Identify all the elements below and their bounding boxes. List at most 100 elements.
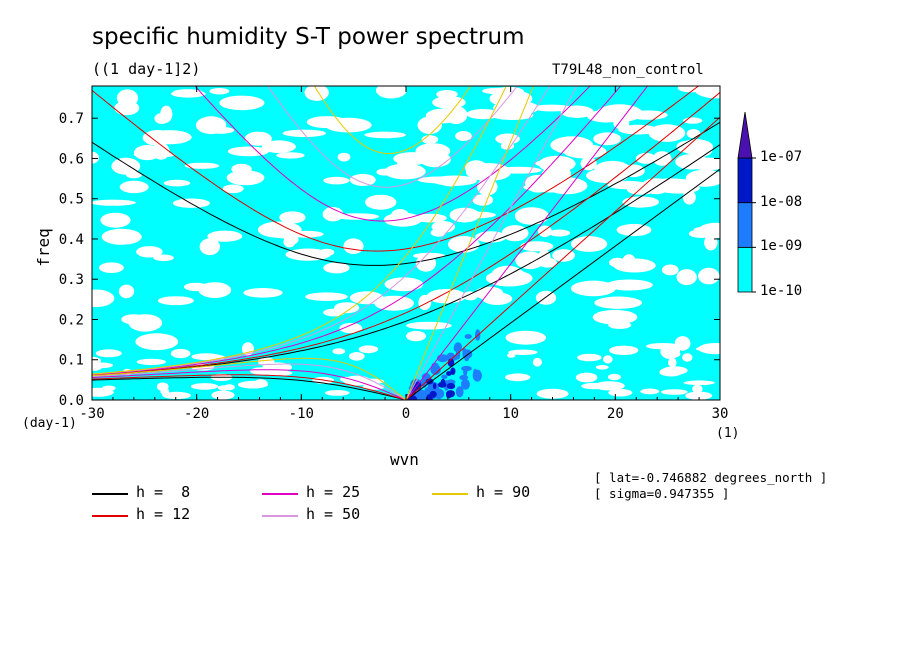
- low-power-patch: [276, 152, 305, 159]
- low-power-patch: [501, 225, 529, 242]
- high-power-patch: [415, 388, 423, 399]
- low-power-patch: [445, 106, 468, 124]
- low-power-patch: [668, 357, 677, 368]
- x-tick-label: 0: [402, 406, 410, 422]
- low-power-patch: [92, 289, 115, 308]
- low-power-patch: [319, 248, 335, 256]
- low-power-patch: [681, 144, 701, 151]
- low-power-patch: [92, 199, 136, 206]
- run-name-label: T79L48_non_control: [552, 62, 704, 78]
- low-power-patch: [592, 309, 638, 325]
- x-tick-label: 10: [502, 406, 519, 422]
- colorbar: [737, 111, 756, 293]
- high-power-patch: [464, 355, 470, 362]
- y-tick-label: 0.3: [59, 272, 84, 288]
- low-power-patch: [153, 254, 174, 262]
- low-power-patch: [359, 378, 385, 384]
- colorbar-extend-triangle: [737, 111, 753, 159]
- low-power-patch: [339, 322, 363, 334]
- y-tick-label: 0.2: [59, 312, 84, 328]
- low-power-patch: [348, 352, 365, 361]
- low-power-patch: [575, 372, 598, 383]
- low-power-patch: [525, 176, 551, 193]
- legend-line-h12: [92, 515, 128, 517]
- low-power-patch: [156, 382, 169, 392]
- high-power-patch: [454, 342, 462, 352]
- low-power-patch: [661, 389, 688, 395]
- high-power-patch: [446, 371, 452, 376]
- rossby-wave-curve-50: [92, 363, 407, 400]
- high-power-patch: [450, 367, 456, 375]
- sigma-info: [ sigma=0.947355 ]: [594, 486, 730, 501]
- low-power-patch: [594, 160, 631, 179]
- mrg-wave-curve-90: [92, 86, 507, 375]
- kelvin-wave-curve-25: [405, 86, 649, 400]
- low-power-patch: [279, 211, 306, 224]
- low-power-patch: [241, 342, 254, 356]
- low-power-patch: [101, 228, 142, 245]
- low-power-patch: [694, 86, 720, 99]
- low-power-patch: [324, 390, 350, 396]
- low-power-patch: [304, 86, 329, 101]
- low-power-patch: [413, 213, 447, 223]
- low-power-patch: [463, 291, 478, 301]
- x-axis-label: wvn: [390, 450, 419, 469]
- high-power-patch: [441, 374, 448, 379]
- low-power-patch: [162, 391, 192, 399]
- low-power-patch: [337, 152, 351, 162]
- low-power-patch: [191, 353, 222, 361]
- low-power-patch: [135, 333, 179, 351]
- inertio-gravity-curve-90: [313, 86, 472, 155]
- high-power-patch: [429, 390, 437, 398]
- axes: -30 -20 -10 0 10 20 30 0.0 0.1 0.2 0.3 0.4 0.5 0.6 0.7: [59, 86, 728, 422]
- low-power-patch: [365, 194, 397, 210]
- low-power-patch: [111, 157, 141, 175]
- colorbar-segment: [737, 246, 753, 293]
- low-power-patch: [222, 184, 244, 194]
- low-power-patch: [594, 296, 643, 309]
- low-power-patch: [514, 207, 549, 225]
- rossby-wave-curve-12: [92, 374, 407, 400]
- low-power-patch: [532, 357, 543, 367]
- low-power-patch: [536, 388, 569, 399]
- low-power-patch: [417, 116, 442, 135]
- low-power-patch: [538, 225, 552, 238]
- low-power-patch: [605, 279, 653, 291]
- low-power-patch: [322, 207, 344, 222]
- low-power-patch: [626, 184, 656, 195]
- low-power-patch: [209, 88, 230, 95]
- low-power-patch: [92, 151, 99, 164]
- y-tick-label: 0.4: [59, 232, 84, 248]
- high-power-patch: [459, 374, 469, 381]
- legend-label-h12: h = 12: [136, 505, 191, 523]
- low-power-patch: [393, 152, 431, 166]
- low-power-patch: [413, 252, 446, 259]
- kelvin-wave-curve-12: [405, 116, 720, 400]
- low-power-patch: [217, 385, 231, 391]
- mrg-wave-curve-12: [92, 92, 720, 376]
- x-tick-label: -20: [184, 406, 209, 422]
- low-power-patch: [282, 129, 327, 137]
- low-power-patch: [695, 346, 720, 352]
- low-power-patch: [332, 348, 346, 355]
- low-power-patch: [184, 162, 220, 169]
- low-power-patch: [685, 169, 720, 187]
- low-power-patch: [119, 180, 149, 194]
- rossby-wave-curve-8: [92, 376, 407, 400]
- colorbar-label: 1e-07: [760, 149, 803, 165]
- low-power-patch: [692, 384, 703, 394]
- low-power-patch: [487, 295, 501, 302]
- low-power-patch: [199, 238, 220, 256]
- low-power-patch: [226, 170, 265, 186]
- x-tick-label: -30: [79, 406, 104, 422]
- colorbar-label: 1e-09: [760, 238, 803, 255]
- low-power-patch: [440, 179, 461, 187]
- low-power-patch: [244, 131, 272, 146]
- low-power-patch: [384, 277, 424, 292]
- low-power-patch: [577, 353, 602, 362]
- low-power-patch: [118, 284, 135, 299]
- low-power-patch: [548, 229, 571, 237]
- low-power-patch: [157, 296, 194, 306]
- high-power-patch: [437, 381, 447, 388]
- y-tick-label: 0.5: [59, 192, 84, 208]
